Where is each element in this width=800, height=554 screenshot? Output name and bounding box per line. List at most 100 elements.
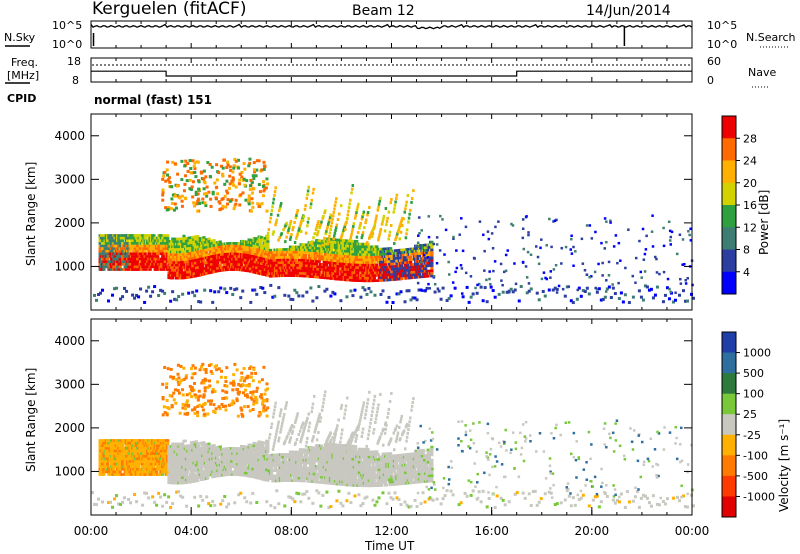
heatmap-cell [396, 256, 400, 260]
heatmap-cell [287, 269, 291, 272]
heatmap-cell [317, 229, 320, 233]
heatmap-cell [345, 220, 348, 224]
heatmap-cell [103, 465, 107, 468]
heatmap-cell [464, 225, 468, 229]
heatmap-cell [601, 297, 605, 301]
heatmap-cell [122, 247, 126, 250]
heatmap-cell [543, 294, 547, 298]
heatmap-cell [402, 248, 406, 252]
heatmap-cell [489, 285, 493, 289]
heatmap-cell [404, 203, 408, 207]
heatmap-cell [345, 217, 349, 221]
heatmap-cell [385, 273, 389, 277]
heatmap-cell [301, 218, 305, 222]
freq-left-tick-top: 18 [67, 55, 81, 68]
heatmap-cell [193, 167, 197, 171]
heatmap-cell [386, 268, 390, 271]
heatmap-cell [251, 241, 255, 245]
heatmap-cell [250, 180, 254, 184]
heatmap-cell [298, 226, 301, 230]
heatmap-cell [481, 299, 485, 303]
heatmap-cell [169, 247, 174, 251]
heatmap-cell [157, 452, 161, 455]
heatmap-cell [293, 221, 296, 225]
heatmap-cell [430, 261, 434, 265]
heatmap-cell [173, 194, 177, 198]
heatmap-cell [215, 185, 219, 189]
heatmap-cell [378, 247, 383, 251]
heatmap-cell [261, 184, 265, 188]
heatmap-cell [294, 216, 298, 220]
heatmap-cell [331, 251, 335, 254]
heatmap-cell [399, 290, 403, 294]
heatmap-cell [114, 473, 118, 476]
heatmap-cell [425, 251, 429, 255]
heatmap-cell [287, 228, 290, 232]
heatmap-cell [557, 284, 561, 288]
heatmap-cell [246, 269, 250, 273]
heatmap-cell [227, 257, 231, 261]
heatmap-cell [425, 286, 429, 290]
heatmap-cell [204, 175, 208, 179]
heatmap-cell [460, 267, 464, 270]
heatmap-cell [154, 470, 159, 474]
heatmap-cell [348, 255, 353, 258]
heatmap-cell [193, 204, 197, 208]
heatmap-cell [594, 230, 597, 234]
heatmap-cell [549, 270, 553, 273]
heatmap-cell [339, 238, 342, 242]
heatmap-cell [224, 252, 229, 256]
heatmap-cell [191, 290, 195, 294]
heatmap-cell [352, 222, 356, 226]
heatmap-cell [570, 234, 573, 238]
heatmap-cell [289, 297, 293, 301]
heatmap-cell [430, 266, 434, 270]
heatmap-cell [550, 245, 553, 249]
heatmap-cell [330, 248, 334, 252]
heatmap-cell [617, 297, 621, 301]
heatmap-cell [168, 180, 172, 184]
heatmap-cell [395, 234, 399, 238]
heatmap-cell [312, 187, 315, 191]
heatmap-cell [126, 239, 130, 243]
heatmap-cell [261, 286, 265, 290]
heatmap-cell [600, 241, 603, 245]
heatmap-cell [631, 274, 635, 278]
heatmap-cell [305, 196, 309, 200]
heatmap-cell [377, 235, 381, 239]
heatmap-cell [465, 285, 469, 289]
heatmap-cell [113, 257, 117, 261]
heatmap-cell [527, 233, 530, 237]
heatmap-cell [663, 293, 667, 297]
heatmap-cell [98, 452, 102, 455]
heatmap-cell [181, 476, 185, 480]
heatmap-cell [330, 224, 333, 228]
heatmap-cell [445, 298, 449, 302]
heatmap-cell [452, 235, 455, 239]
heatmap-cell [346, 278, 350, 282]
heatmap-cell [296, 261, 300, 264]
heatmap-cell [577, 286, 581, 290]
heatmap-cell [553, 286, 557, 290]
heatmap-cell [223, 194, 227, 198]
heatmap-cell [122, 236, 126, 240]
heatmap-cell [246, 259, 250, 262]
heatmap-cell [358, 266, 363, 269]
heatmap-cell [300, 220, 303, 224]
heatmap-cell [171, 250, 175, 254]
heatmap-cell [561, 287, 565, 291]
heatmap-cell [99, 234, 103, 237]
heatmap-cell [408, 212, 411, 216]
heatmap-cell [374, 220, 377, 224]
heatmap-cell [134, 449, 139, 453]
heatmap-cell [267, 262, 271, 265]
heatmap-cell [190, 185, 194, 189]
freq-nave-panel: 18 8 60 0 [67, 55, 721, 87]
heatmap-cell [245, 245, 249, 249]
heatmap-cell [400, 218, 404, 222]
heatmap-cell [196, 199, 200, 203]
heatmap-cell [209, 239, 214, 243]
heatmap-cell [650, 230, 654, 233]
heatmap-cell [563, 294, 567, 298]
